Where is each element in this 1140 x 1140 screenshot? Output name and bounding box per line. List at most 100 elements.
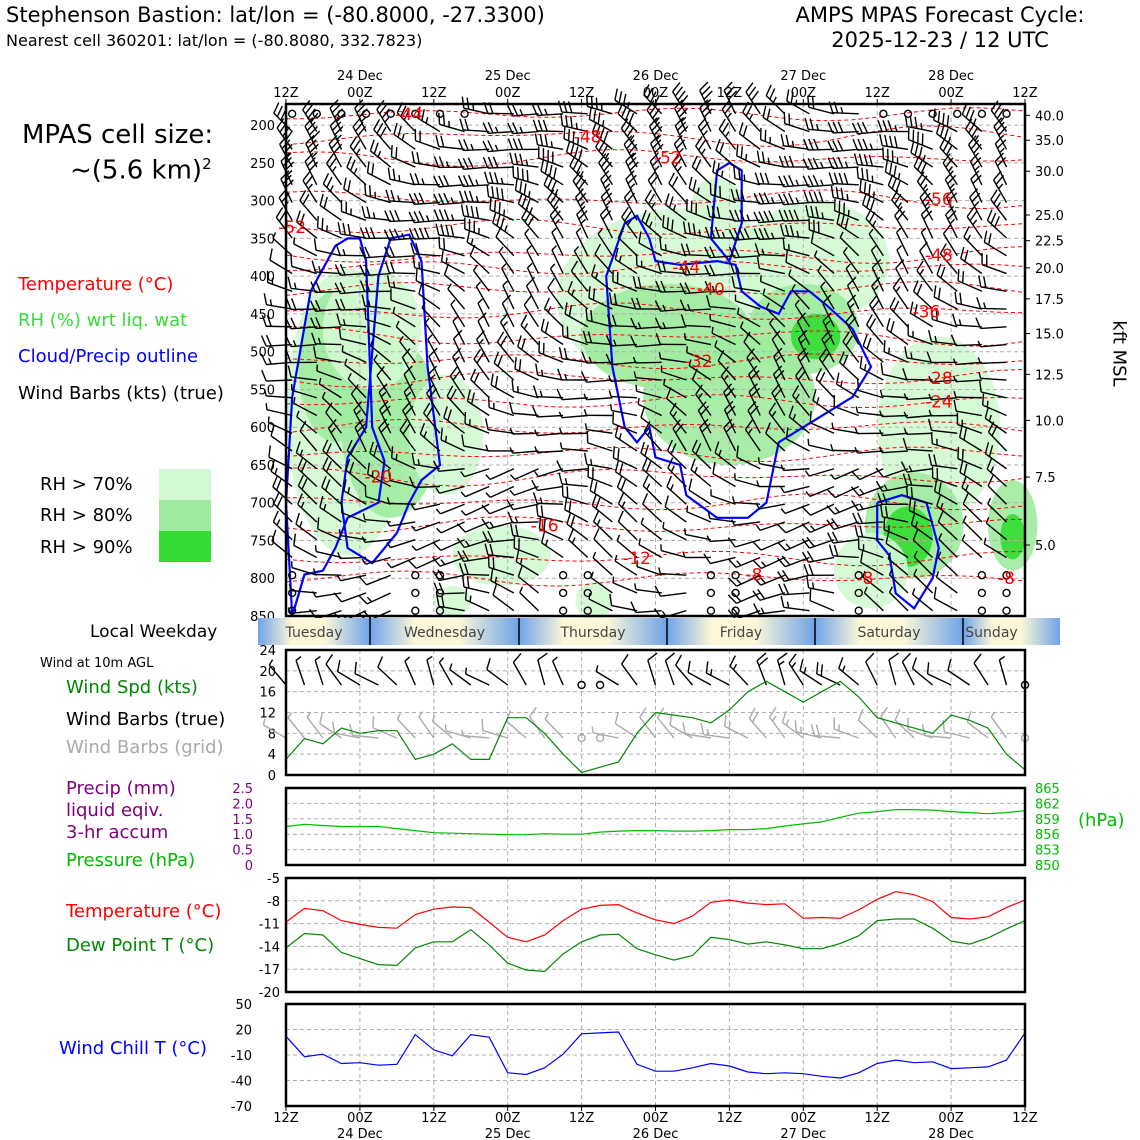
barb-half-flag bbox=[426, 655, 433, 661]
barb-flag bbox=[679, 282, 686, 294]
barb-flag bbox=[402, 401, 411, 411]
wind-barb bbox=[399, 419, 416, 452]
barb-half-flag bbox=[794, 299, 800, 306]
barb-flag bbox=[297, 457, 304, 469]
barb-flag bbox=[739, 209, 745, 222]
barb-staff bbox=[341, 210, 367, 221]
barb-half-flag bbox=[821, 212, 824, 219]
barb-staff bbox=[759, 267, 785, 275]
barb-flag bbox=[443, 192, 450, 205]
barb-half-flag bbox=[908, 465, 913, 472]
wind-barb-true bbox=[888, 652, 899, 686]
wind-barb bbox=[765, 422, 786, 452]
calm-circle bbox=[1002, 588, 1011, 598]
wind-barb bbox=[654, 585, 687, 597]
wind-barb bbox=[387, 167, 416, 186]
barb-flag bbox=[667, 457, 674, 469]
barb-flag bbox=[795, 366, 804, 377]
barb-staff bbox=[925, 734, 952, 739]
barb-flag bbox=[385, 189, 391, 202]
barb-staff bbox=[321, 397, 342, 417]
wind-barb bbox=[756, 150, 785, 168]
temp-ytick-label: -17 bbox=[259, 963, 280, 978]
barb-flag bbox=[725, 387, 735, 398]
barb-staff bbox=[686, 511, 712, 523]
wind-barb bbox=[668, 172, 687, 204]
barb-flag bbox=[397, 125, 402, 138]
barb-half-flag bbox=[922, 184, 928, 190]
barb-staff bbox=[756, 660, 768, 686]
barb-half-flag bbox=[897, 202, 903, 209]
barb-flag bbox=[309, 300, 317, 312]
barb-flag bbox=[466, 389, 471, 402]
barb-flag bbox=[641, 457, 648, 470]
barb-half-flag bbox=[887, 552, 892, 559]
barb-flag bbox=[452, 370, 461, 381]
barb-flag bbox=[723, 383, 733, 393]
barb-flag bbox=[568, 500, 572, 513]
wind-barb bbox=[521, 207, 540, 239]
barb-flag bbox=[783, 209, 790, 222]
barb-flag bbox=[413, 192, 420, 205]
barb-half-flag bbox=[974, 135, 980, 142]
wind-barb bbox=[612, 446, 638, 470]
barb-flag bbox=[720, 366, 729, 377]
barb-staff bbox=[664, 660, 675, 686]
barb-half-flag bbox=[888, 586, 893, 593]
barb-staff bbox=[537, 450, 564, 454]
wind-barb bbox=[269, 248, 293, 275]
barb-flag bbox=[486, 658, 491, 670]
barb-flag bbox=[496, 214, 501, 226]
barb-flag bbox=[812, 174, 819, 187]
barb-staff bbox=[640, 523, 663, 541]
barb-staff bbox=[512, 412, 539, 417]
barb-flag bbox=[538, 517, 542, 529]
wind-barb bbox=[755, 503, 785, 510]
barb-flag bbox=[990, 100, 999, 111]
wind-barb bbox=[752, 556, 786, 570]
barb-flag bbox=[394, 209, 400, 222]
wind-barb bbox=[376, 99, 392, 132]
barb-flag bbox=[926, 351, 932, 363]
wind-barb bbox=[854, 571, 863, 580]
barb-flag bbox=[645, 461, 652, 473]
barb-flag bbox=[433, 460, 440, 472]
barb-half-flag bbox=[355, 409, 362, 416]
wind-barb bbox=[830, 444, 859, 452]
barb-flag bbox=[630, 601, 637, 613]
barb-half-flag bbox=[604, 152, 610, 160]
barb-flag bbox=[672, 82, 681, 93]
barb-flag bbox=[514, 153, 519, 165]
barb-flag bbox=[316, 216, 319, 228]
bottom-time-label: 00Z bbox=[791, 1111, 817, 1126]
barb-half-flag bbox=[262, 718, 266, 726]
wind-barb bbox=[514, 178, 539, 204]
barb-flag bbox=[972, 157, 982, 167]
barb-flag bbox=[332, 121, 342, 131]
barb-half-flag bbox=[421, 301, 426, 309]
precip-label-liquid: liquid eqiv. bbox=[66, 800, 164, 821]
barb-staff bbox=[519, 592, 539, 612]
barb-staff bbox=[561, 414, 588, 419]
barb-flag bbox=[668, 172, 675, 184]
barb-flag bbox=[808, 564, 814, 576]
wind-barb bbox=[759, 128, 786, 150]
cloud-outline bbox=[284, 237, 386, 617]
bottom-date-label: 28 Dec bbox=[928, 1127, 974, 1140]
barb-flag bbox=[438, 175, 445, 187]
barb-staff bbox=[449, 669, 472, 686]
wind-barb bbox=[935, 571, 958, 594]
barb-half-flag bbox=[621, 501, 626, 508]
wind-barb bbox=[590, 571, 613, 594]
barb-half-flag bbox=[987, 497, 992, 505]
barb-staff bbox=[734, 286, 761, 292]
barb-staff bbox=[710, 319, 736, 328]
barb-flag bbox=[364, 264, 371, 276]
pressure-tick-label: 750 bbox=[250, 534, 275, 549]
wind-barb bbox=[403, 383, 416, 416]
barb-staff bbox=[424, 322, 441, 345]
wind-barbs-true-label: Wind Barbs (true) bbox=[66, 709, 226, 730]
barb-flag bbox=[700, 405, 710, 416]
wind-barb bbox=[457, 174, 490, 188]
barb-flag bbox=[728, 90, 738, 100]
